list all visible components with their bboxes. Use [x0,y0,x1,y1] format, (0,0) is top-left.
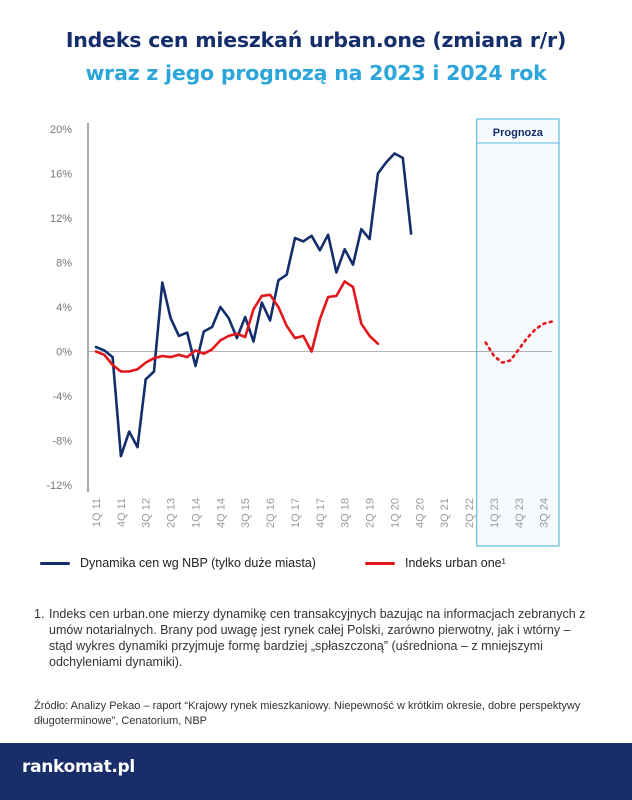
chart-title-line1: Indeks cen mieszkań urban.one (zmiana r/… [65,28,567,52]
line-chart: Prognoza 20% 16% 12% 8% 4% 0% -4% -8% -12% 1Q 11… [46,118,560,547]
legend-label-urban: Indeks urban one¹ [405,556,506,570]
legend-item-urban: Indeks urban one¹ [365,556,506,570]
x-tick-label: 1Q 17 [290,498,302,528]
source-note: Źródło: Analizy Pekao – raport “Krajowy … [34,700,581,727]
x-tick-label: 4Q 20 [414,498,426,528]
x-tick-label: 2Q 16 [265,498,277,528]
chart-legend: Dynamika cen wg NBP (tylko duże miasta) … [0,556,632,576]
x-tick-label: 2Q 22 [464,498,476,528]
x-tick-label: 4Q 23 [514,498,526,528]
y-tick-label: 16% [50,169,72,181]
legend-swatch-nbp [40,561,70,565]
y-tick-label: 0% [56,347,72,359]
x-tick-label: 3Q 18 [340,498,352,528]
series-line-0 [94,152,413,458]
footer-bar: rankomat.pl [0,743,632,800]
x-tick-label: 2Q 19 [365,498,377,528]
y-tick-label: -12% [46,480,72,492]
footnote-text: Indeks cen urban.one mierzy dynamikę cen… [49,607,586,669]
x-tick-label: 3Q 12 [141,498,153,528]
legend-item-nbp: Dynamika cen wg NBP (tylko duże miasta) [40,556,316,570]
footnote: 1. Indeks cen urban.one mierzy dynamikę … [34,606,594,670]
x-tick-label: 4Q 14 [215,498,227,528]
y-tick-label: -8% [52,436,72,448]
x-tick-label: 3Q 24 [539,498,551,528]
x-tick-label: 4Q 17 [315,498,327,528]
x-tick-label: 2Q 13 [166,498,178,528]
y-tick-label: 8% [56,258,72,270]
x-tick-label: 1Q 20 [389,498,401,528]
y-tick-label: 4% [56,302,72,314]
x-tick-label: 1Q 14 [190,498,202,528]
x-tick-label: 1Q 23 [489,498,501,528]
x-tick-label: 3Q 15 [240,498,252,528]
chart-title-line2: wraz z jego prognozą na 2023 i 2024 rok [85,61,547,85]
series-line-2 [484,320,554,364]
x-tick-label: 3Q 21 [439,498,451,528]
legend-label-nbp: Dynamika cen wg NBP (tylko duże miasta) [80,556,316,570]
series-line-1 [94,280,380,373]
x-tick-label: 4Q 11 [116,498,128,527]
rankomat-logo[interactable]: rankomat.pl [22,757,135,777]
y-tick-label: -4% [52,391,72,403]
forecast-label: Prognoza [493,127,544,139]
y-tick-label: 20% [50,124,72,136]
y-tick-label: 12% [50,213,72,225]
forecast-region [476,118,560,547]
footnote-number: 1. [34,607,45,621]
legend-swatch-urban [365,561,395,565]
x-tick-label: 1Q 11 [91,498,103,527]
